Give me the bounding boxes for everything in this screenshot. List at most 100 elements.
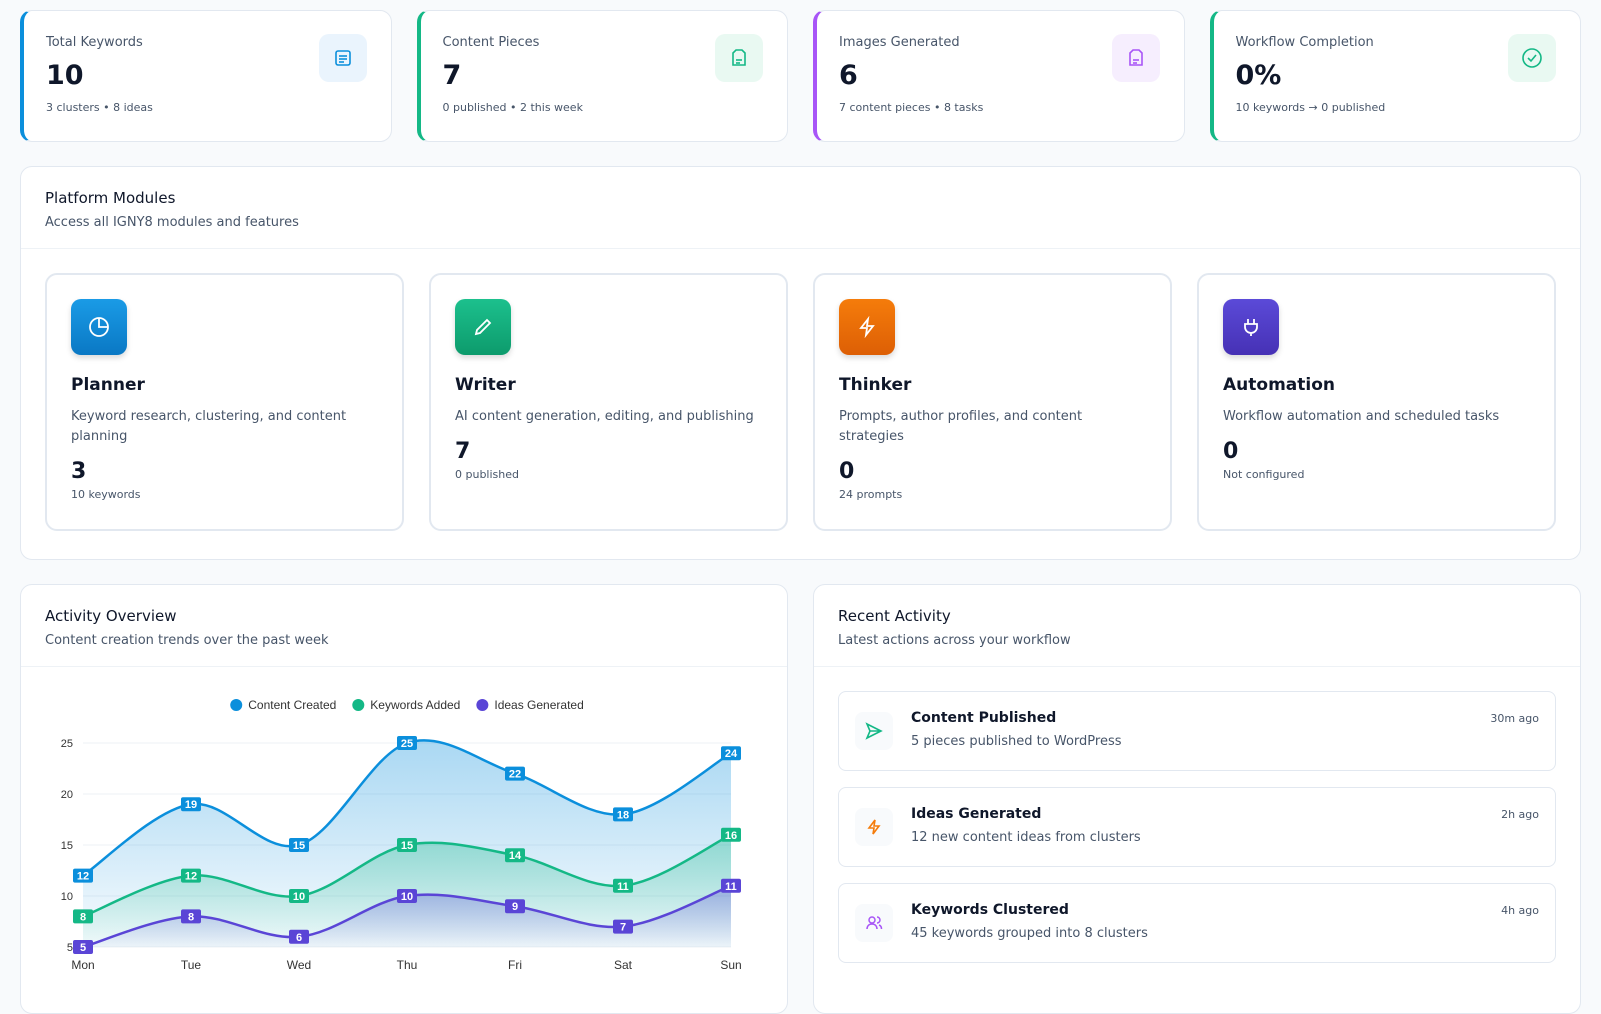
y-tick-label: 20	[61, 789, 73, 801]
data-label: 19	[185, 799, 197, 811]
area	[83, 885, 731, 947]
panel-header: Recent Activity Latest actions across yo…	[814, 585, 1580, 667]
module-sub: 0 published	[455, 468, 519, 481]
module-name: Thinker	[839, 375, 912, 395]
stat-value: 6	[839, 60, 858, 91]
legend-marker	[352, 699, 365, 711]
activity-item[interactable]: Content Published 5 pieces published to …	[838, 691, 1556, 771]
module-card[interactable]: Writer AI content generation, editing, a…	[429, 273, 788, 531]
module-value: 0	[839, 459, 855, 484]
data-label: 25	[401, 738, 413, 750]
data-label: 7	[620, 922, 626, 934]
module-value: 7	[455, 439, 471, 464]
module-description: AI content generation, editing, and publ…	[455, 409, 754, 424]
activity-title: Content Published	[911, 710, 1057, 726]
module-name: Writer	[455, 375, 516, 395]
stats-row: Total Keywords 10 3 clusters • 8 ideas C…	[20, 10, 1581, 142]
legend-label: Ideas Generated	[494, 698, 583, 712]
y-tick-label: 15	[61, 840, 73, 852]
content: Total Keywords 10 3 clusters • 8 ideas C…	[20, 10, 1581, 1014]
data-label: 16	[725, 830, 737, 842]
activity-icon	[855, 712, 893, 750]
module-sub: 10 keywords	[71, 488, 141, 501]
activity-description: 12 new content ideas from clusters	[911, 830, 1141, 845]
activity-panel: Activity Overview Content creation trend…	[20, 584, 788, 1014]
module-card[interactable]: Automation Workflow automation and sched…	[1197, 273, 1556, 531]
activity-description: 5 pieces published to WordPress	[911, 734, 1122, 749]
data-label: 15	[401, 840, 413, 852]
legend-label: Keywords Added	[370, 698, 460, 712]
activity-title: Keywords Clustered	[911, 902, 1069, 918]
chart: 5 10 15 20 25 Mon Tue Wed Thu Fri Sat Sun Content Cr…	[61, 698, 742, 972]
module-sub: Not configured	[1223, 468, 1305, 481]
module-value: 0	[1223, 439, 1239, 464]
module-sub: 24 prompts	[839, 488, 903, 501]
x-tick-label: Fri	[508, 958, 522, 972]
bottom-row: Activity Overview Content creation trend…	[20, 584, 1581, 1014]
data-label: 12	[77, 871, 89, 883]
data-label-box	[397, 736, 417, 750]
stat-sub: 3 clusters • 8 ideas	[46, 101, 153, 114]
data-label-box	[289, 929, 309, 944]
stat-value: 7	[442, 60, 462, 91]
y-tick-label: 5	[67, 942, 73, 954]
x-tick-label: Thu	[397, 958, 418, 972]
legend-label: Content Created	[248, 698, 336, 712]
module-icon	[455, 299, 511, 355]
stat-card[interactable]: Content Pieces 7 0 published • 2 this we…	[416, 10, 788, 142]
data-label: 8	[188, 911, 194, 923]
y-tick-label: 25	[61, 738, 73, 750]
panel-subtitle: Access all IGNY8 modules and features	[45, 215, 299, 230]
data-label-box	[505, 766, 525, 781]
data-label: 24	[725, 748, 738, 760]
data-label-box	[505, 899, 525, 914]
stat-label: Content Pieces	[442, 35, 540, 50]
data-label: 11	[617, 881, 629, 893]
data-label-box	[721, 746, 741, 761]
data-label: 18	[617, 809, 629, 821]
x-tick-label: Mon	[71, 958, 94, 972]
activity-title: Ideas Generated	[911, 806, 1042, 822]
module-icon	[839, 299, 895, 355]
data-label: 5	[80, 942, 86, 954]
stat-card[interactable]: Workflow Completion 0% 10 keywords → 0 p…	[1209, 10, 1581, 142]
stat-card[interactable]: Total Keywords 10 3 clusters • 8 ideas	[20, 10, 392, 142]
data-label-box	[181, 868, 201, 883]
stat-value: 10	[46, 60, 84, 91]
module-name: Automation	[1223, 375, 1335, 395]
activity-icon	[855, 904, 893, 942]
module-grid: Planner Keyword research, clustering, an…	[21, 249, 1580, 555]
activity-icon	[855, 808, 893, 846]
data-label-box	[73, 868, 93, 883]
data-label: 8	[80, 911, 86, 923]
stat-icon	[1111, 34, 1160, 82]
module-description: Workflow automation and scheduled tasks	[1223, 409, 1500, 424]
stat-sub: 10 keywords → 0 published	[1235, 101, 1386, 114]
x-tick-label: Tue	[181, 958, 202, 972]
stat-icon	[318, 34, 367, 82]
module-card[interactable]: Planner Keyword research, clustering, an…	[45, 273, 404, 531]
data-label-box	[289, 889, 309, 903]
stat-label: Workflow Completion	[1235, 35, 1374, 50]
data-label-box	[721, 827, 741, 842]
x-tick-label: Sun	[720, 958, 741, 972]
stat-label: Total Keywords	[46, 35, 143, 50]
activity-time: 4h ago	[1501, 904, 1539, 917]
data-label-box	[73, 909, 93, 924]
data-label-box	[721, 878, 741, 893]
stat-icon	[715, 34, 763, 82]
stat-sub: 7 content pieces • 8 tasks	[839, 101, 984, 114]
data-label-box	[613, 919, 633, 934]
module-icon	[1223, 299, 1279, 355]
modules-panel: Platform Modules Access all IGNY8 module…	[20, 166, 1581, 560]
stat-card[interactable]: Images Generated 6 7 content pieces • 8 …	[813, 10, 1185, 142]
data-label-box	[397, 889, 417, 903]
panel-title: Platform Modules	[45, 189, 176, 207]
activity-item[interactable]: Ideas Generated 12 new content ideas fro…	[838, 787, 1556, 867]
module-card[interactable]: Thinker Prompts, author profiles, and co…	[813, 273, 1172, 531]
data-label: 15	[293, 840, 305, 852]
legend-marker	[230, 699, 243, 711]
activity-item[interactable]: Keywords Clustered 45 keywords grouped i…	[838, 883, 1556, 963]
